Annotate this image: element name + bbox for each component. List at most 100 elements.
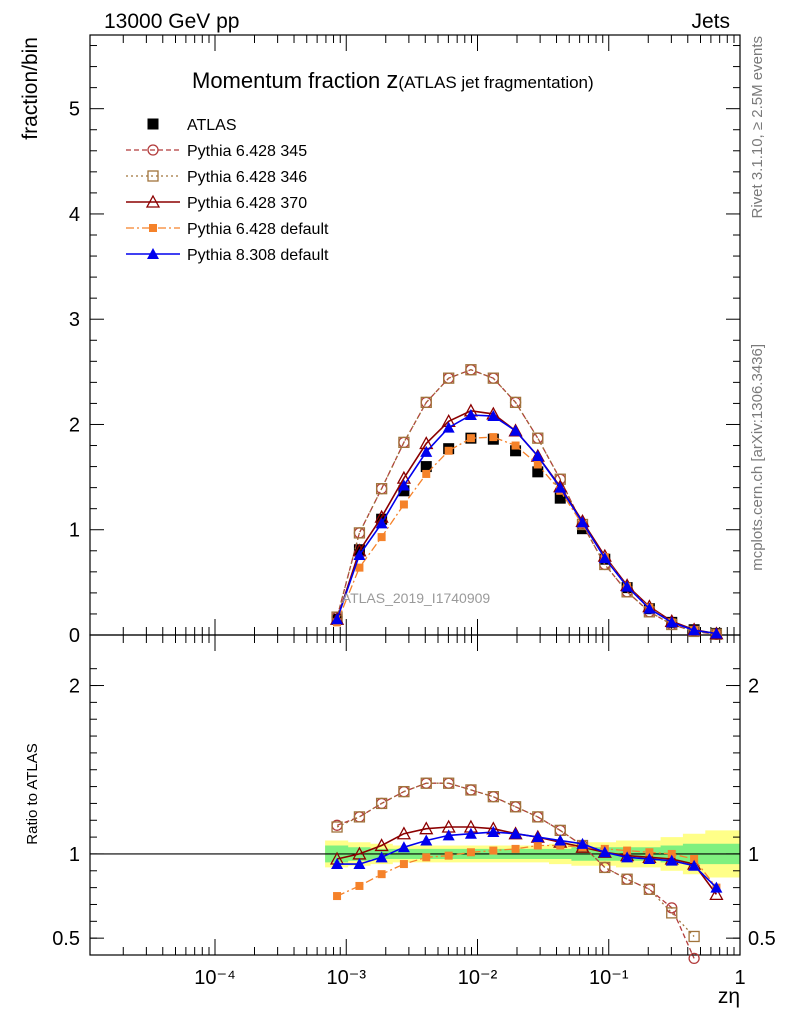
main-ytick-label: 4 xyxy=(69,204,80,226)
p346-marker xyxy=(398,436,410,449)
atlas-marker xyxy=(420,461,432,473)
p6def-marker xyxy=(444,851,453,860)
legend-label: Pythia 6.428 346 xyxy=(187,169,307,186)
p8def-marker xyxy=(420,834,433,846)
p8def-marker xyxy=(147,248,159,259)
p6def-marker xyxy=(466,848,475,857)
header-left: 13000 GeV pp xyxy=(104,10,239,33)
atlas-marker xyxy=(554,492,566,504)
p6def-marker xyxy=(422,469,431,478)
p8def-marker xyxy=(375,851,388,863)
xtick-label: 10⁻¹ xyxy=(589,967,629,989)
atlas-marker xyxy=(398,485,410,497)
p370-marker xyxy=(419,821,434,835)
p6def-marker xyxy=(533,841,542,850)
ratio-ytick-label-right: 2 xyxy=(748,676,759,698)
p8def-marker xyxy=(464,827,477,839)
p8def-marker xyxy=(621,851,634,863)
ratio-series-p345-line xyxy=(336,782,695,959)
p8def-marker xyxy=(554,481,567,493)
p345-marker xyxy=(147,144,159,156)
ratio-ytick-label-right: 1 xyxy=(748,844,759,866)
p8def-marker xyxy=(375,517,388,529)
atlas-marker xyxy=(577,523,589,535)
p8def-marker xyxy=(576,516,589,528)
p346-marker xyxy=(375,483,388,495)
p8def-marker xyxy=(353,858,366,870)
x-axis-label: zη xyxy=(718,985,740,1008)
legend-label: Pythia 6.428 default xyxy=(187,221,329,238)
p8def-marker xyxy=(665,854,678,866)
legend-item-p6def: Pythia 6.428 default xyxy=(126,221,329,238)
main-series-p8def xyxy=(331,409,723,639)
rivet-text: Rivet 3.1.10, ≥ 2.5M events xyxy=(749,36,766,219)
p346-marker xyxy=(532,811,544,823)
p8def-marker xyxy=(420,445,433,457)
p6def-marker xyxy=(333,892,342,901)
header-right: Jets xyxy=(691,10,730,33)
p8def-marker xyxy=(710,881,723,893)
p8def-marker xyxy=(331,613,344,625)
p346-marker xyxy=(532,432,544,444)
p6def-marker xyxy=(623,846,632,855)
p8def-marker xyxy=(509,424,522,436)
p6def-marker xyxy=(377,533,386,542)
p345-marker xyxy=(353,527,366,539)
ratio-ylabel: Ratio to ATLAS xyxy=(24,743,41,844)
xtick-label: 10⁻² xyxy=(458,967,498,989)
p8def-marker xyxy=(621,580,634,592)
p6def-marker xyxy=(489,433,498,442)
p8def-marker xyxy=(509,827,522,839)
legend-item-atlas: ATLAS xyxy=(147,117,237,134)
p346-marker xyxy=(443,372,455,384)
p8def-marker xyxy=(554,834,567,846)
p346-marker xyxy=(353,527,366,539)
p6def-marker xyxy=(399,860,408,869)
p8def-marker xyxy=(353,549,366,560)
p346-marker xyxy=(353,811,366,823)
series-layer xyxy=(329,364,724,965)
ratio-series-p346 xyxy=(331,777,700,943)
p345-marker xyxy=(688,952,700,965)
p8def-marker xyxy=(531,831,544,843)
p8def-marker xyxy=(688,859,701,871)
main-ytick-label: 3 xyxy=(69,309,80,331)
p346-marker xyxy=(621,873,633,885)
p8def-marker xyxy=(442,421,455,433)
p8def-marker xyxy=(397,841,410,853)
ratio-ytick-label: 1 xyxy=(69,844,80,866)
p346-marker xyxy=(443,777,455,789)
xtick-label: 10⁻³ xyxy=(327,967,367,989)
p6def-marker xyxy=(355,563,364,572)
p6def-marker xyxy=(511,441,520,450)
p6def-marker xyxy=(667,849,676,858)
p346-marker xyxy=(688,930,700,943)
p346-marker xyxy=(420,777,432,789)
ratio-series-p8def xyxy=(331,826,723,893)
ratio-ytick-label: 2 xyxy=(69,676,80,698)
watermark: ATLAS_2019_I1740909 xyxy=(342,590,491,606)
p6def-marker xyxy=(444,446,453,455)
p346-marker xyxy=(643,883,656,895)
p6def-marker xyxy=(466,434,475,443)
p370-marker xyxy=(396,826,412,840)
p346-marker xyxy=(465,364,477,376)
p8def-marker xyxy=(442,829,455,841)
p346-marker xyxy=(509,396,522,409)
chart-title-main: Momentum fraction xyxy=(192,68,386,93)
atlas-marker xyxy=(510,445,522,457)
p6def-marker xyxy=(511,844,520,853)
legend-label: ATLAS xyxy=(187,117,237,134)
atlas-marker xyxy=(532,466,544,478)
main-series-p6def xyxy=(333,433,721,638)
p6def-marker xyxy=(556,841,565,850)
p346-marker xyxy=(509,801,522,813)
p346-marker xyxy=(147,170,159,182)
p8def-marker xyxy=(487,410,500,422)
main-ytick-label: 0 xyxy=(69,625,80,647)
legend-label: Pythia 8.308 default xyxy=(187,247,329,264)
p8def-marker xyxy=(397,479,410,491)
ratio-ytick-label-right: 0.5 xyxy=(748,928,776,950)
main-series-p6def-line xyxy=(336,436,717,635)
